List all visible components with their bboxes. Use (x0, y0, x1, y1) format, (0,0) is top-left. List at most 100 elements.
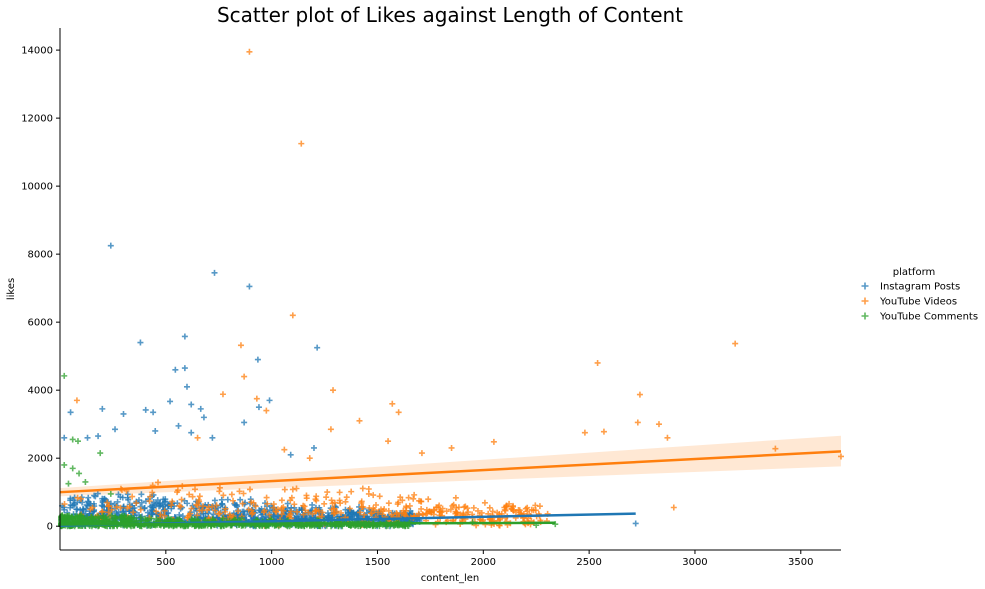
point-0-26 (310, 444, 317, 451)
point-1-c393 (370, 492, 377, 499)
point-1-c386 (204, 507, 211, 514)
point-2-4 (69, 465, 76, 472)
point-1-c366 (437, 508, 444, 515)
x-tick-label-3: 2000 (471, 557, 496, 568)
point-1-c53 (357, 509, 364, 516)
point-0-c322 (165, 510, 172, 517)
point-0-c892 (349, 511, 356, 518)
point-0-c729 (123, 508, 130, 515)
point-1-c331 (287, 511, 294, 518)
point-0-2 (246, 283, 253, 290)
point-1-c284 (161, 507, 168, 514)
point-0-c881 (179, 513, 186, 520)
point-1-c395 (222, 508, 229, 515)
point-1-c127 (449, 502, 456, 509)
point-2-c670 (87, 518, 94, 525)
legend-title: platform (893, 267, 936, 278)
point-1-c243 (228, 491, 235, 498)
point-0-1 (211, 269, 218, 276)
point-0-c822 (83, 505, 90, 512)
point-1-10 (389, 400, 396, 407)
point-1-c43 (193, 501, 200, 508)
point-1-c333 (312, 508, 319, 515)
point-1-c80 (411, 491, 418, 498)
point-1-c419 (108, 506, 115, 513)
point-1-c218 (230, 497, 237, 504)
point-0-31 (287, 451, 294, 458)
point-1-c154 (300, 511, 307, 518)
point-1-c289 (425, 496, 432, 503)
point-1-c238 (318, 513, 325, 520)
point-1-2 (289, 312, 296, 319)
point-0-c732 (114, 498, 121, 505)
point-0-23 (95, 433, 102, 440)
point-1-c417 (291, 501, 298, 508)
x-tick-label-5: 3000 (682, 557, 707, 568)
x-tick-label-1: 1000 (259, 557, 284, 568)
point-1-c110 (252, 503, 259, 510)
point-0-3 (181, 333, 188, 340)
point-1-c211 (289, 486, 296, 493)
axes: 500 1000 1500 2000 2500 3000 3500 0 2000 4000 600… (6, 28, 841, 584)
point-1-c383 (106, 502, 113, 509)
legend-entry-2: YouTube Comments (861, 312, 978, 323)
point-0-10 (167, 398, 174, 405)
point-0-7 (181, 365, 188, 372)
point-1-c280 (435, 504, 442, 511)
point-1-c382 (358, 498, 365, 505)
point-1-c173 (211, 507, 218, 514)
point-0-14 (142, 406, 149, 413)
point-1-c268 (443, 508, 450, 515)
point-1-c134 (359, 485, 366, 492)
point-2-c540 (137, 514, 144, 521)
legend-label-0: Instagram Posts (880, 282, 960, 293)
point-1-c378 (184, 514, 191, 521)
point-1-c185 (447, 506, 454, 513)
point-1-14 (655, 421, 662, 428)
point-0-18 (209, 434, 216, 441)
point-1-c15 (294, 508, 301, 515)
point-1-c374 (245, 506, 252, 513)
point-2-c665 (144, 517, 151, 524)
legend-entry-0: Instagram Posts (861, 282, 960, 293)
point-0-12 (150, 409, 157, 416)
point-0-c545 (224, 496, 231, 503)
point-0-c775 (124, 494, 131, 501)
point-1-c416 (196, 498, 203, 505)
y-tick-label-6: 12000 (21, 114, 53, 125)
point-1-c236 (161, 512, 168, 519)
point-1-7 (330, 387, 337, 394)
point-0-c873 (138, 491, 145, 498)
point-1-c23 (278, 497, 285, 504)
point-1-26 (385, 438, 392, 445)
point-1-c72 (220, 492, 227, 499)
point-1-c250 (176, 502, 183, 509)
point-1-c368 (260, 509, 267, 516)
point-1-c408 (196, 493, 203, 500)
point-1-c343 (168, 502, 175, 509)
point-0-c872 (77, 506, 84, 513)
series-0-points (61, 242, 639, 527)
point-1-c22 (189, 493, 196, 500)
point-2-5 (76, 470, 83, 477)
point-1-c279 (338, 509, 345, 516)
x-tick-label-4: 2500 (576, 557, 601, 568)
point-1-c297 (215, 511, 222, 518)
point-1-c52 (236, 488, 243, 495)
point-1-c265 (264, 500, 271, 507)
point-1-c401 (453, 509, 460, 516)
point-1-c208 (278, 511, 285, 518)
legend-label-1: YouTube Videos (879, 297, 957, 308)
point-1-c359 (501, 504, 508, 511)
point-0-27 (255, 404, 262, 411)
y-tick-label-1: 2000 (28, 454, 53, 465)
point-2-c690 (117, 514, 124, 521)
point-1-c301 (266, 511, 273, 518)
point-1-c282 (410, 495, 417, 502)
point-1-c412 (348, 488, 355, 495)
point-1-c354 (196, 507, 203, 514)
point-0-c464 (154, 497, 161, 504)
point-0-c808 (324, 510, 331, 517)
point-1-c311 (346, 505, 353, 512)
